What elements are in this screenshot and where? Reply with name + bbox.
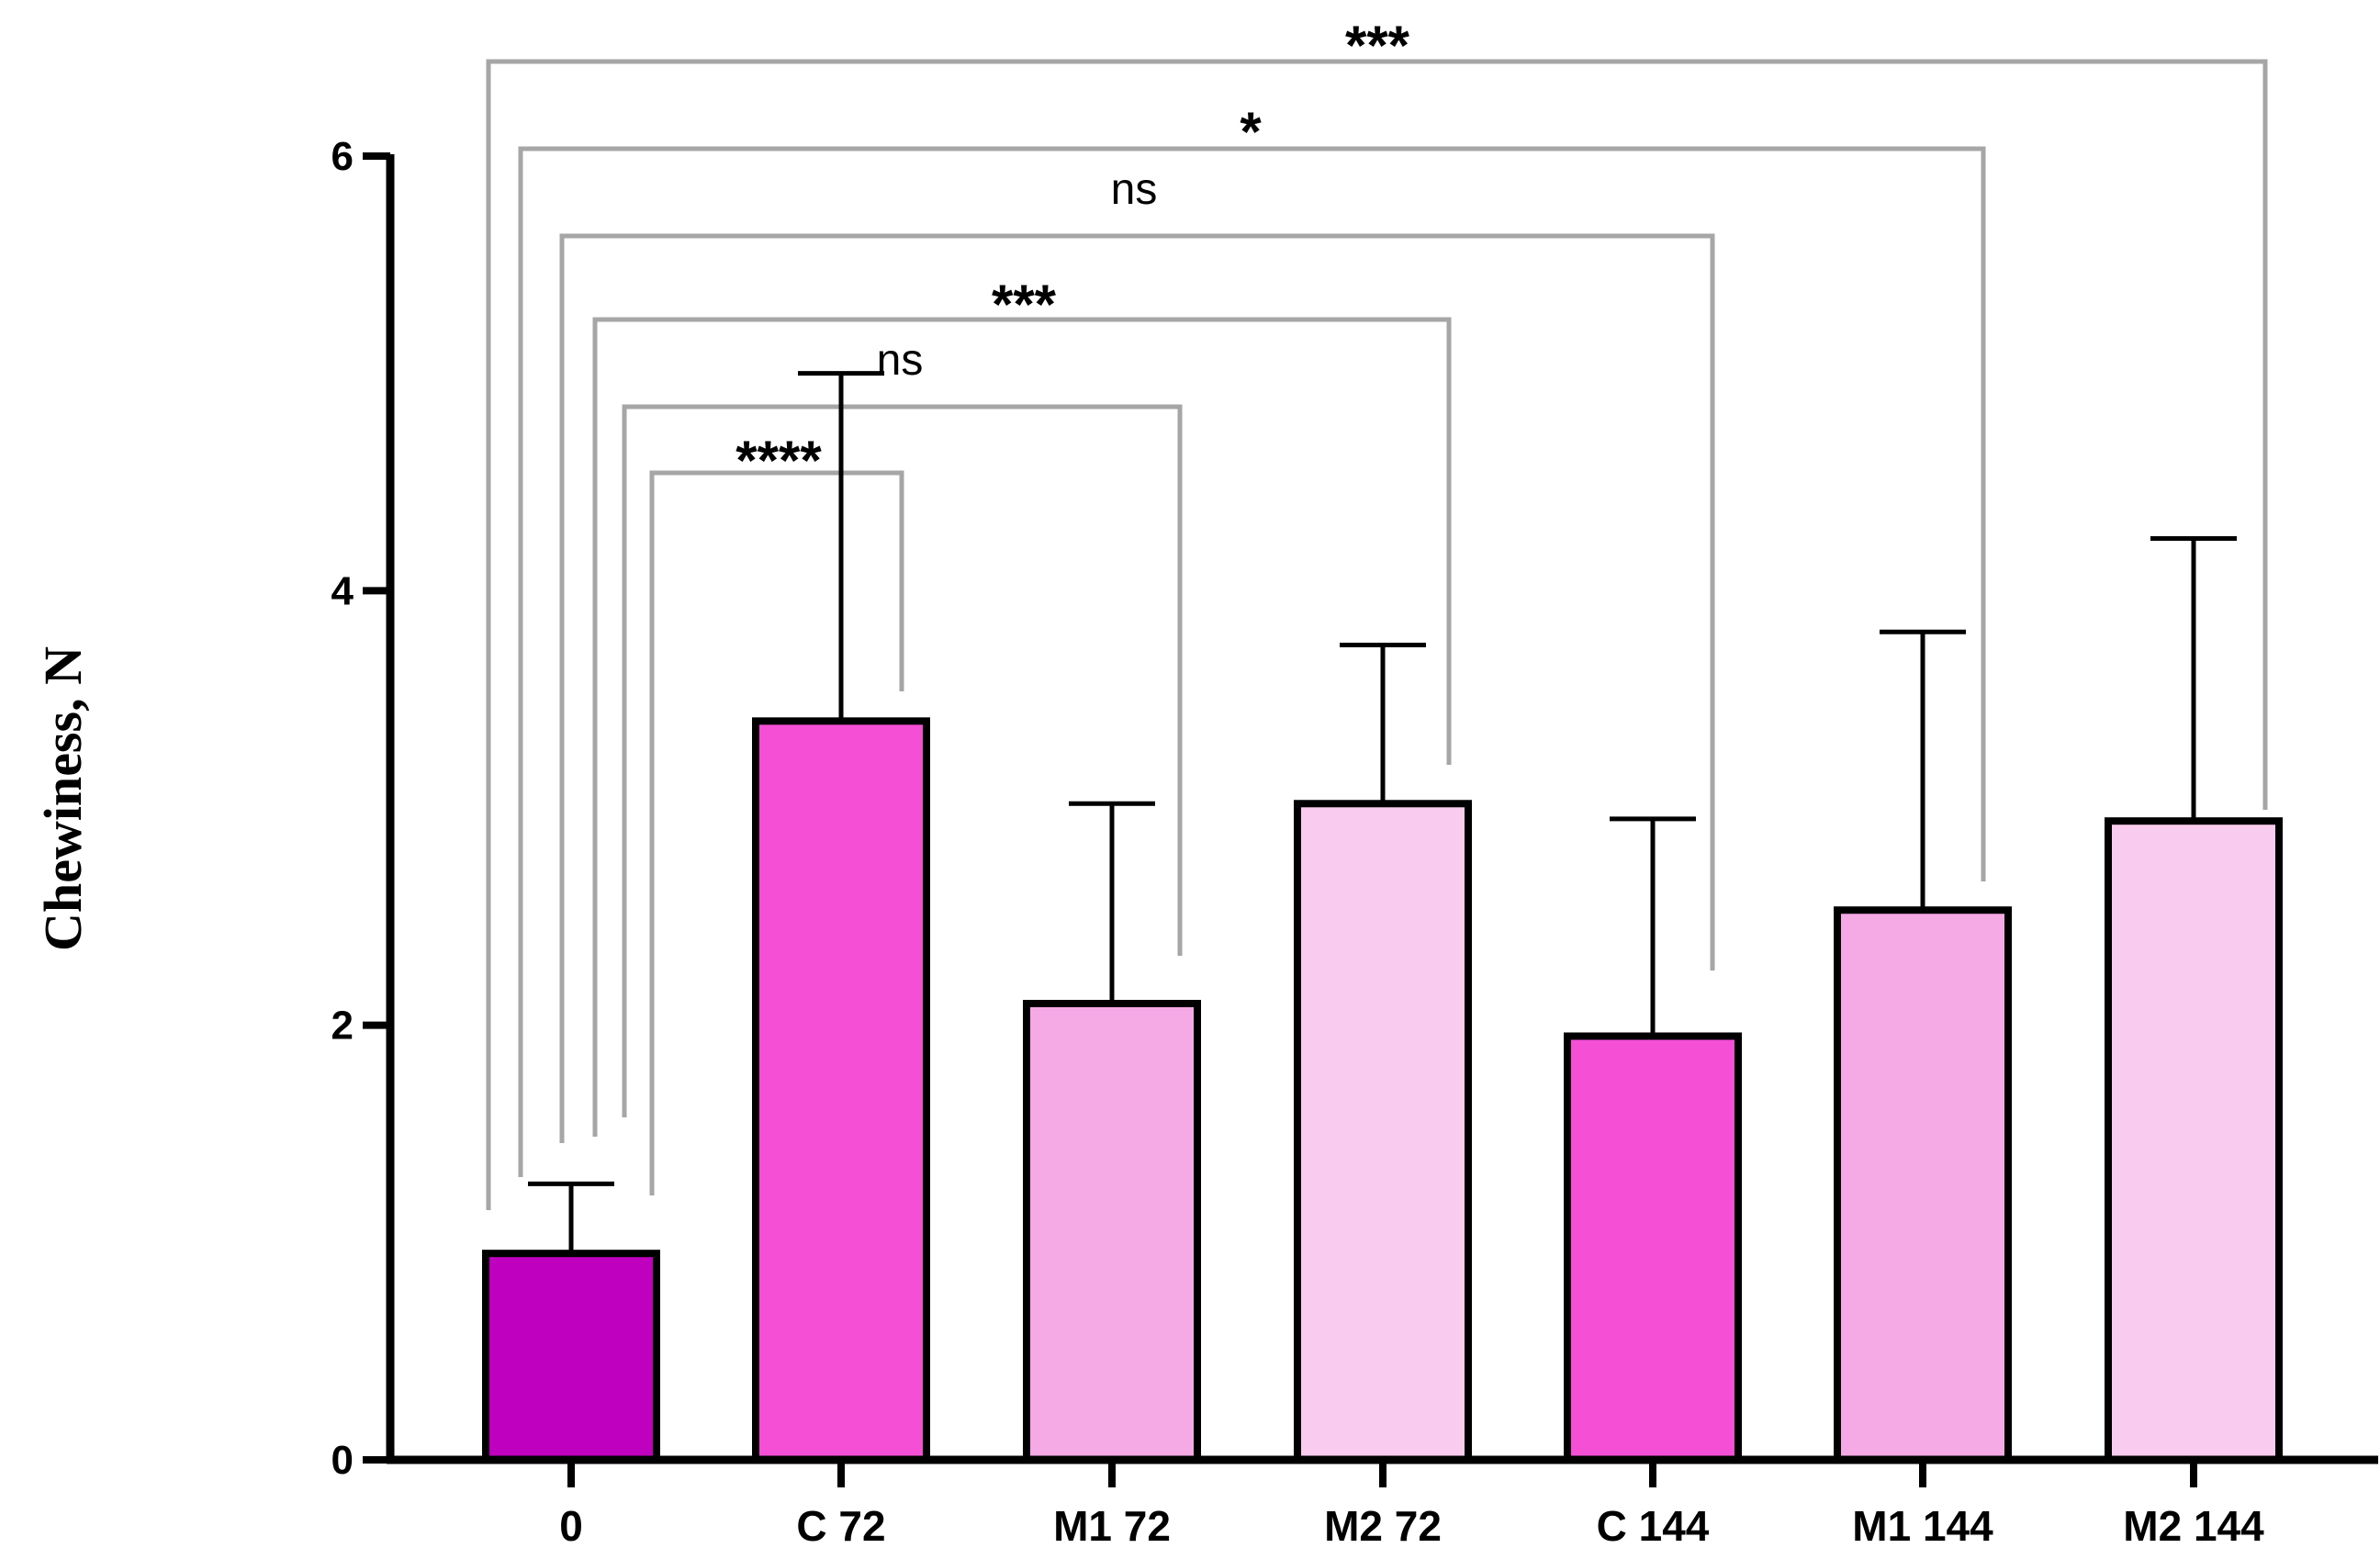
- x-tick-label-c-72: C 72: [796, 1502, 885, 1548]
- bracket-0-vs-m1-72: [622, 404, 1183, 1117]
- x-tick-label-m2-72: M2 72: [1324, 1502, 1442, 1548]
- x-tick-label-m2-144: M2 144: [2123, 1502, 2264, 1548]
- bar-m1-72: [1023, 1000, 1201, 1464]
- bar-m1-144: [1834, 906, 2012, 1464]
- x-tick-label-0: 0: [559, 1502, 583, 1548]
- bar-c-72: [752, 717, 930, 1464]
- bracket-0-vs-m1-144: [518, 146, 1986, 1177]
- bracket-0-vs-m2-72: [592, 317, 1452, 1137]
- significance-brackets: ****ns***ns****: [486, 15, 2268, 1210]
- y-tick-label-2: 2: [331, 1004, 354, 1049]
- bracket-0-vs-c-72: [649, 470, 904, 1195]
- bar-c-144: [1564, 1032, 1742, 1464]
- y-tick-label-4: 4: [331, 568, 354, 613]
- axis-labels: Chewiness, N: [33, 646, 93, 951]
- bracket-0-vs-m1-72-label: ns: [877, 336, 924, 385]
- y-axis-label: Chewiness, N: [33, 646, 93, 951]
- x-tick-label-m1-72: M1 72: [1053, 1502, 1171, 1548]
- y-tick-label-6: 6: [331, 134, 354, 179]
- bracket-0-vs-m2-144-label: ***: [1345, 15, 1410, 76]
- bracket-0-vs-c-72-label: ****: [735, 430, 822, 491]
- bar-0: [482, 1250, 660, 1464]
- bracket-0-vs-m2-144: [486, 59, 2268, 1210]
- x-tick-label-m1-144: M1 144: [1852, 1502, 1993, 1548]
- bar-m2-144: [2105, 817, 2283, 1464]
- x-tick-label-c-144: C 144: [1597, 1502, 1710, 1548]
- error-bars: [528, 371, 2237, 1254]
- bar-m2-72: [1294, 800, 1472, 1464]
- axes: 0 2 4 6 0 C 72 M1 72 M2 72 C 144 M1 144 M2 144: [331, 134, 2378, 1548]
- bracket-0-vs-m2-72-label: ***: [992, 274, 1057, 335]
- bracket-0-vs-m1-144-label: *: [1240, 101, 1262, 163]
- bracket-0-vs-c-144: [559, 233, 1715, 1143]
- y-tick-label-0: 0: [331, 1438, 354, 1483]
- bars: [482, 717, 2283, 1464]
- bracket-0-vs-c-144-label: ns: [1111, 165, 1158, 214]
